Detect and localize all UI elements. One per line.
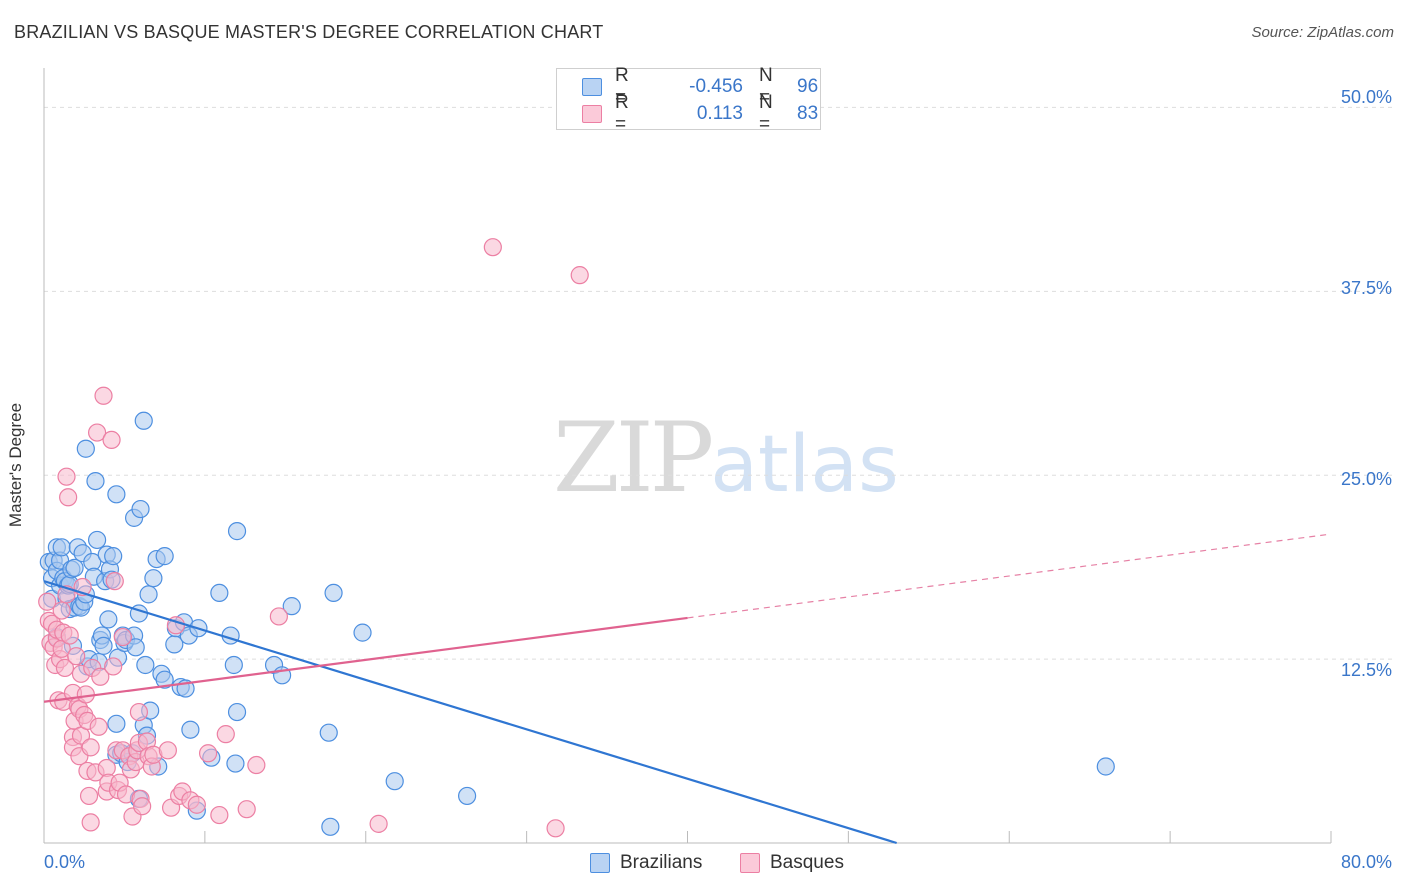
brazilian-point xyxy=(131,499,150,519)
brazilian-point xyxy=(227,702,247,722)
basque-point xyxy=(198,744,218,763)
basque-point xyxy=(158,741,177,760)
brazilian-point xyxy=(52,538,71,557)
brazilian-point xyxy=(94,636,113,655)
brazilian-point xyxy=(87,530,107,550)
legend-n-label: N = xyxy=(759,65,773,108)
brazilian-point xyxy=(181,720,200,739)
basque-point xyxy=(369,814,388,833)
x-tick-label: 0.0% xyxy=(44,852,86,872)
y-tick-label: 50.0% xyxy=(1340,87,1392,107)
basque-point xyxy=(105,572,124,591)
basque-point xyxy=(216,725,235,744)
legend-swatch-blue xyxy=(590,853,610,873)
legend-r-value: -0.456 xyxy=(689,76,743,97)
basque-point xyxy=(67,647,86,666)
legend-label-basques: Basques xyxy=(770,852,844,873)
basque-point xyxy=(546,819,565,838)
brazilian-point xyxy=(210,583,229,603)
legend-swatch-blue xyxy=(582,78,602,96)
watermark-atlas: atlas xyxy=(710,420,899,510)
brazilian-point xyxy=(99,610,118,629)
basque-point xyxy=(237,800,256,819)
brazilian-point xyxy=(86,471,105,491)
basques-trend-extension xyxy=(687,533,1332,619)
basque-point xyxy=(91,667,110,686)
legend-n-label: N = xyxy=(759,92,773,135)
brazilian-point xyxy=(155,547,174,566)
basque-point xyxy=(60,626,79,645)
legend-r-label: R = xyxy=(615,92,629,135)
brazilian-point xyxy=(139,585,158,604)
basque-point xyxy=(76,685,95,704)
basque-point xyxy=(269,607,288,626)
basque-point xyxy=(87,423,107,442)
y-tick-label: 37.5% xyxy=(1340,278,1392,298)
legend-swatch-pink xyxy=(740,853,760,873)
brazilian-point xyxy=(227,522,247,541)
x-tick-label: 80.0% xyxy=(1340,852,1392,872)
brazilian-point xyxy=(76,439,95,458)
brazilian-point xyxy=(319,723,338,742)
brazilian-point xyxy=(1096,757,1115,776)
chart-title: BRAZILIAN VS BASQUE MASTER'S DEGREE CORR… xyxy=(14,22,604,42)
brazilian-point xyxy=(126,638,145,657)
source-label: Source: ZipAtlas.com xyxy=(1251,24,1394,41)
basque-point xyxy=(133,797,152,816)
basque-point xyxy=(38,592,57,611)
brazilian-point xyxy=(321,817,340,836)
y-tick-label: 12.5% xyxy=(1340,660,1392,680)
basque-point xyxy=(483,238,502,257)
brazilian-point xyxy=(385,772,404,791)
correlation-legend: R = -0.456 N = 96 R = 0.113 N = 83 xyxy=(556,65,821,135)
legend-r-label: R = xyxy=(615,65,629,108)
basque-point xyxy=(81,738,100,757)
brazilians-trend-line xyxy=(43,580,897,845)
basque-point xyxy=(570,266,589,285)
basques-trend-line xyxy=(43,616,688,703)
basque-point xyxy=(79,786,99,806)
basque-point xyxy=(247,755,266,775)
brazilian-point xyxy=(107,485,126,504)
y-tick-label: 25.0% xyxy=(1340,469,1392,489)
basque-point xyxy=(89,717,108,736)
brazilian-point xyxy=(104,547,123,566)
basque-point xyxy=(55,658,75,678)
basque-point xyxy=(210,805,229,825)
legend-item-basques[interactable]: Basques xyxy=(740,852,844,874)
basque-point xyxy=(129,702,149,722)
brazilian-point xyxy=(458,786,477,806)
basque-point xyxy=(52,601,71,620)
basque-point xyxy=(57,467,76,486)
brazilian-point xyxy=(136,655,155,675)
legend-n-value: 96 xyxy=(797,76,819,97)
basque-point xyxy=(104,657,123,676)
brazilian-point xyxy=(353,623,372,642)
legend-r-value: 0.113 xyxy=(696,103,743,124)
brazilian-point xyxy=(224,655,243,675)
brazilian-point xyxy=(324,583,343,603)
legend-swatch-pink xyxy=(582,105,602,123)
basque-point xyxy=(81,813,100,832)
legend-label-brazilians: Brazilians xyxy=(620,852,703,873)
brazilian-point xyxy=(144,569,163,588)
brazilian-point xyxy=(65,558,84,577)
brazilian-point xyxy=(282,597,301,616)
brazilian-point xyxy=(134,411,153,430)
legend-item-brazilians[interactable]: Brazilians xyxy=(590,852,702,874)
watermark: ZIPatlas xyxy=(553,402,899,514)
brazilian-point xyxy=(155,670,174,689)
watermark-zip: ZIP xyxy=(553,402,714,514)
brazilian-point xyxy=(107,714,126,733)
basque-point xyxy=(59,488,78,507)
basque-point xyxy=(94,386,113,405)
brazilian-point xyxy=(226,754,245,773)
basque-point xyxy=(113,627,132,647)
legend-n-value: 83 xyxy=(797,103,819,124)
basque-point xyxy=(187,795,206,814)
basque-point xyxy=(102,430,121,450)
